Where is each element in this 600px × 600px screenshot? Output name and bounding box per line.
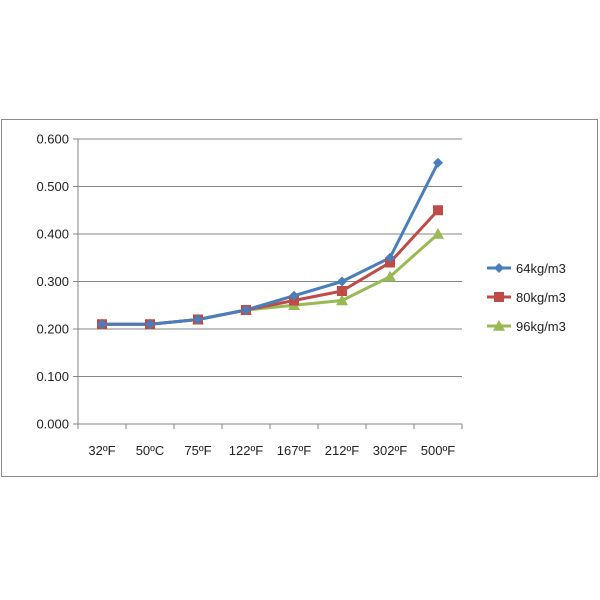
data-point-0-7: [433, 157, 443, 168]
x-tick-label: 167ºF: [277, 443, 311, 458]
x-tick-label: 50ºC: [136, 443, 165, 458]
data-point-1-7: [433, 205, 443, 216]
y-tick-label: 0.100: [36, 369, 69, 384]
legend-marker-2: [493, 320, 505, 331]
legend: 64kg/m3 80kg/m3 96kg/m3: [487, 261, 566, 334]
legend-label-2: 96kg/m3: [516, 319, 566, 334]
series-lines: [102, 162, 440, 326]
x-tick-label: 122ºF: [229, 443, 263, 458]
y-tick-label: 0.600: [36, 132, 69, 147]
data-point-0-6: [385, 252, 395, 263]
data-point-0-4: [289, 290, 299, 301]
legend-marker-1: [494, 292, 504, 302]
data-point-0-0: [97, 319, 107, 330]
legend-label-1: 80kg/m3: [516, 290, 566, 305]
data-point-0-5: [337, 276, 347, 287]
y-tick-label: 0.300: [36, 274, 69, 289]
x-tick-label: 75ºF: [184, 443, 211, 458]
gridlines: [78, 138, 462, 377]
legend-label-0: 64kg/m3: [516, 261, 566, 276]
series-markers: [96, 157, 444, 330]
data-point-0-3: [241, 305, 251, 315]
y-tick-label: 0.400: [36, 227, 69, 242]
y-tick-label: 0.500: [36, 179, 69, 194]
x-tick-label: 212ºF: [325, 443, 359, 458]
axes: [73, 138, 463, 429]
data-point-0-1: [145, 319, 155, 330]
data-point-2-5: [336, 294, 348, 306]
y-tick-label: 0.200: [36, 322, 69, 337]
data-point-2-6: [384, 270, 396, 282]
y-tick-label: 0.000: [36, 417, 69, 432]
x-tick-label: 32ºF: [88, 443, 115, 458]
x-tick-labels: 32ºF 50ºC 75ºF 122ºF 167ºF 212ºF 302ºF 500ºF: [88, 443, 455, 458]
data-point-2-7: [432, 228, 444, 239]
legend-marker-0: [494, 263, 504, 273]
data-point-1-5: [337, 286, 347, 296]
x-tick-label: 500ºF: [421, 443, 455, 458]
y-tick-labels: 0.000 0.100 0.200 0.300 0.400 0.500 0.600: [36, 132, 69, 432]
data-point-0-2: [193, 314, 203, 325]
series-line-0: [102, 162, 440, 326]
x-tick-label: 302ºF: [373, 443, 407, 458]
